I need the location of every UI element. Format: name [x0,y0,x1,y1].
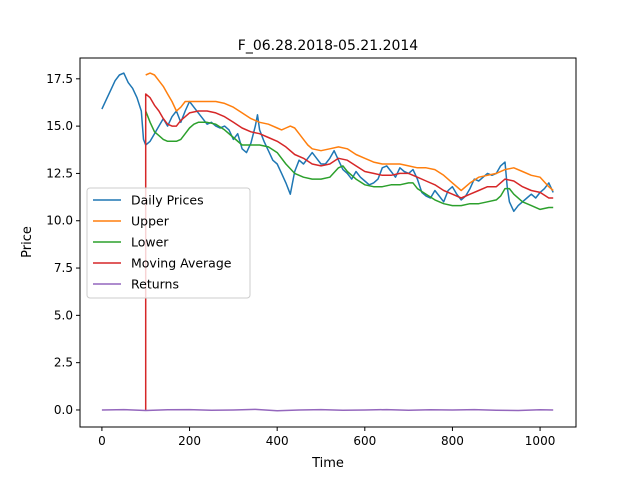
x-axis: 0 200 400 600 800 1000 [98,427,555,448]
x-axis-label: Time [311,456,344,471]
x-tick-label: 600 [353,434,376,448]
y-axis: 0.0 2.5 5.0 7.5 10.0 12.5 15.0 17.5 [46,72,80,417]
x-tick-label: 800 [441,434,464,448]
series-line-3 [144,93,554,410]
y-tick-label: 10.0 [46,214,73,228]
legend-label-2: Lower [131,235,169,250]
y-tick-label: 2.5 [54,356,73,370]
series-line-1 [145,72,554,192]
x-tick-label: 1000 [525,434,556,448]
y-tick-label: 15.0 [46,119,73,133]
legend: Daily Prices Upper Lower Moving Average Retu… [86,187,251,299]
x-tick-label: 200 [178,434,201,448]
series-layer [101,72,554,412]
chart-title: F_06.28.2018-05.21.2014 [238,38,419,54]
series-line-4 [101,408,554,412]
x-tick-label: 0 [98,434,106,448]
series-line-0 [101,72,554,213]
legend-label-1: Upper [131,214,170,229]
y-axis-label: Price [20,226,35,258]
legend-label-4: Returns [131,277,179,292]
legend-box [86,187,251,299]
legend-label-0: Daily Prices [131,193,204,208]
series-line-2 [145,110,554,211]
y-tick-label: 5.0 [54,308,73,322]
legend-label-3: Moving Average [131,256,232,271]
y-tick-label: 17.5 [46,72,73,86]
x-tick-label: 400 [266,434,289,448]
y-tick-label: 0.0 [54,403,73,417]
y-tick-label: 7.5 [54,261,73,275]
plot-frame [79,57,577,428]
plot-area [79,57,577,428]
y-tick-label: 12.5 [46,166,73,180]
